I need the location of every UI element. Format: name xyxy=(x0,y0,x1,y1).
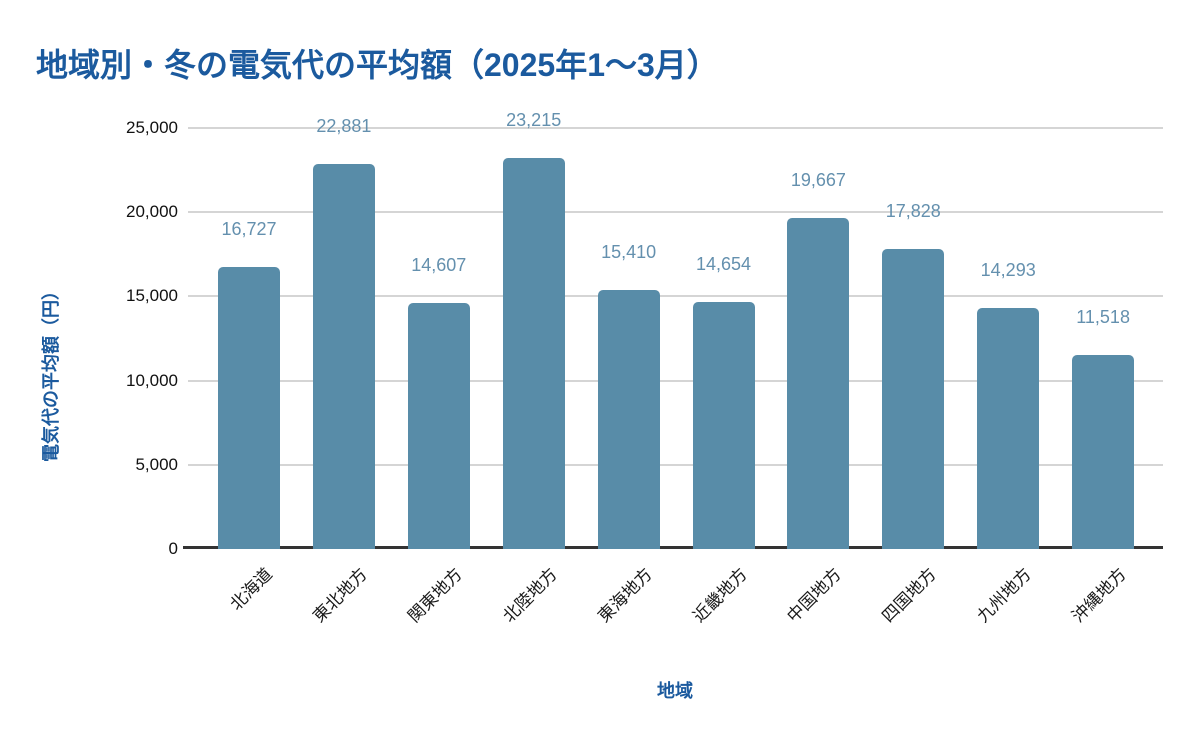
gridline xyxy=(188,463,1163,466)
y-tick-label: 5,000 xyxy=(135,454,178,474)
x-axis-title: 地域 xyxy=(657,681,693,701)
bar-value-label: 14,654 xyxy=(695,254,752,275)
x-tick-label: 関東地方 xyxy=(404,564,466,627)
bar-value-label: 11,518 xyxy=(1076,307,1130,328)
x-tick-label: 北陸地方 xyxy=(499,564,561,627)
x-tick-label: 近畿地方 xyxy=(688,564,751,627)
y-tick-label: 10,000 xyxy=(126,370,178,390)
bar-9 xyxy=(977,308,1040,549)
bar-value-label: 17,828 xyxy=(885,200,941,221)
x-tick-label: 東北地方 xyxy=(309,564,371,627)
bar-2 xyxy=(312,163,375,549)
bar-value-label: 23,215 xyxy=(506,110,562,131)
bar-7 xyxy=(787,217,850,549)
bar-value-label: 16,727 xyxy=(221,219,277,240)
y-tick-label: 0 xyxy=(168,539,178,558)
y-axis-title: 電気代の平均額（円） xyxy=(41,282,61,462)
x-tick-label: 中国地方 xyxy=(783,564,846,627)
y-tick-label: 25,000 xyxy=(126,118,178,137)
bar-value-label: 19,667 xyxy=(790,169,846,190)
x-tick-label: 東海地方 xyxy=(594,564,656,627)
x-tick-label: 北海道 xyxy=(226,564,276,615)
gridline xyxy=(188,211,1163,214)
bar-1 xyxy=(218,267,280,549)
x-tick-label: 沖縄地方 xyxy=(1068,564,1131,627)
bar-4 xyxy=(502,158,565,549)
bar-6 xyxy=(692,302,755,549)
chart-title: 地域別・冬の電気代の平均額（2025年1～3月） xyxy=(36,47,719,83)
y-tick-label: 15,000 xyxy=(126,286,178,306)
y-tick-label: 20,000 xyxy=(126,202,178,222)
gridline xyxy=(188,295,1163,298)
bar-value-label: 22,881 xyxy=(316,115,372,136)
gridline xyxy=(188,127,1163,129)
bar-value-label: 15,410 xyxy=(601,241,657,262)
bar-10 xyxy=(1072,355,1135,549)
x-axis-line xyxy=(183,546,1163,549)
gridline xyxy=(188,379,1163,382)
bar-value-label: 14,293 xyxy=(980,260,1036,281)
x-tick-label: 四国地方 xyxy=(878,564,941,627)
bar-8 xyxy=(882,248,945,549)
bar-5 xyxy=(597,289,660,549)
bar-3 xyxy=(407,303,470,549)
plot-area: 0 5,000 10,000 15,000 20,000 25,000 16,727 北海道 2… xyxy=(126,110,1163,626)
x-tick-label: 九州地方 xyxy=(973,564,1036,627)
bar-value-label: 14,607 xyxy=(411,255,467,276)
